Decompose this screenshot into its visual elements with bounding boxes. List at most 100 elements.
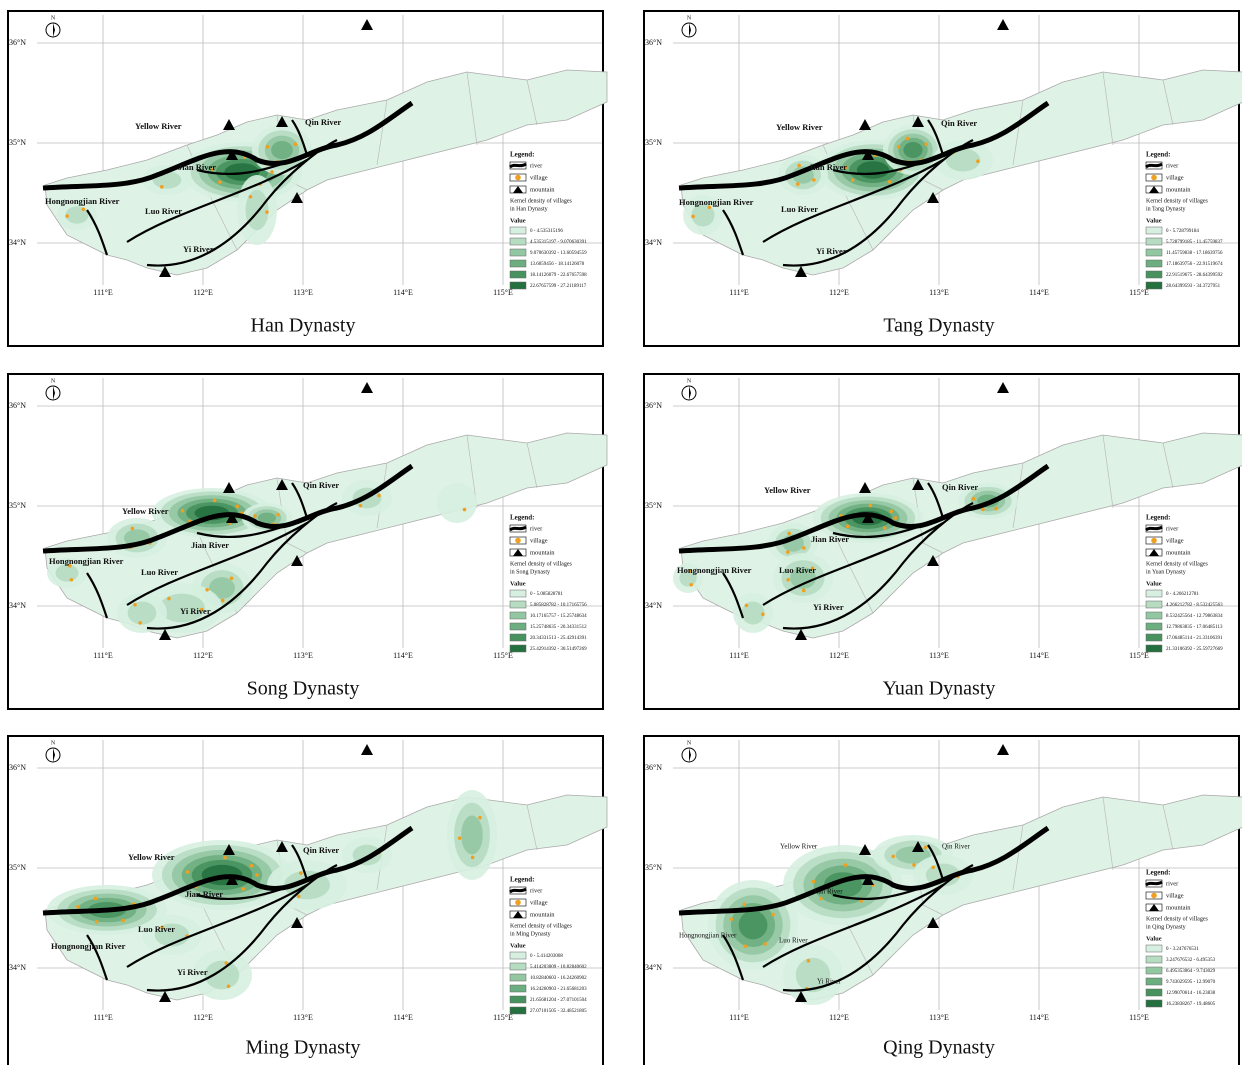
map-panel: N36°N35°N34°N111°E112°E113°E114°E115°EYe… <box>8 11 607 346</box>
river-label: Yellow River <box>780 843 818 851</box>
river-label: Luo River <box>779 565 816 575</box>
village <box>181 509 185 513</box>
legend-title: Legend: <box>510 514 535 522</box>
river-label: Qin River <box>942 482 978 492</box>
village <box>744 944 748 948</box>
legend-class-swatch <box>510 238 526 245</box>
village <box>227 984 231 988</box>
density-zone <box>903 142 922 158</box>
village <box>223 856 227 860</box>
village <box>250 864 254 868</box>
river-label: Jian River <box>185 889 223 899</box>
legend-class-label: 4.266212782 - 8.532425563 <box>1166 603 1223 608</box>
legend-class-swatch <box>1146 989 1162 996</box>
river-label: Yi River <box>813 602 844 612</box>
village <box>905 137 909 141</box>
river-label: Hongnongjian River <box>679 932 737 940</box>
lon-label: 111°E <box>93 1013 113 1022</box>
river-label: Yi River <box>183 244 214 254</box>
river-label: Yi River <box>817 978 842 986</box>
lat-label: 34°N <box>645 238 662 247</box>
village <box>94 897 98 901</box>
lat-label: 34°N <box>9 238 26 247</box>
village <box>729 917 733 921</box>
village <box>869 504 873 508</box>
village <box>218 180 222 184</box>
village <box>478 816 482 820</box>
legend-class-label: 17.06485114 - 21.33106391 <box>1166 636 1223 641</box>
river-label: Yi River <box>816 246 847 256</box>
legend-label: village <box>1166 174 1184 181</box>
legend-village <box>515 175 521 181</box>
legend-label: river <box>1166 880 1179 887</box>
legend-river <box>510 527 526 530</box>
legend-density-label: Kernel density of villages <box>510 197 572 204</box>
village <box>221 599 225 603</box>
legend-class-swatch <box>510 974 526 981</box>
legend-class-label: 0 - 4.535315196 <box>530 229 563 234</box>
page: N36°N35°N34°N111°E112°E113°E114°E115°EYe… <box>0 0 1242 1065</box>
legend-label: river <box>530 887 543 894</box>
legend-density-label: Kernel density of villages <box>1146 560 1208 567</box>
legend-label: mountain <box>1166 904 1191 911</box>
lon-label: 111°E <box>93 288 113 297</box>
panel-title: Tang Dynasty <box>883 315 994 337</box>
legend-class-label: 0 - 4.266212781 <box>1166 592 1199 597</box>
lat-label: 36°N <box>645 763 662 772</box>
lat-label: 34°N <box>645 601 662 610</box>
legend-class-swatch <box>510 985 526 992</box>
village <box>897 145 901 149</box>
village <box>796 182 800 186</box>
lon-label: 112°E <box>829 1013 849 1022</box>
river-label: Qin River <box>941 118 977 128</box>
legend-value-title: Value <box>1146 580 1162 587</box>
legend-class-label: 8.532425564 - 12.79863834 <box>1166 614 1223 619</box>
lon-label: 113°E <box>929 1013 949 1022</box>
density-zone <box>437 483 477 523</box>
village <box>138 621 142 625</box>
compass-label: N <box>51 740 56 746</box>
legend-label: mountain <box>530 549 555 556</box>
village <box>924 142 928 146</box>
legend-class-swatch <box>1146 271 1162 278</box>
river-label: Jian River <box>809 162 847 172</box>
legend-label: village <box>1166 537 1184 544</box>
lon-label: 113°E <box>293 1013 313 1022</box>
panel-title: Song Dynasty <box>247 678 360 700</box>
village <box>293 142 297 146</box>
legend-class-swatch <box>510 996 526 1003</box>
village <box>224 961 228 965</box>
legend-label: village <box>1166 892 1184 899</box>
lon-label: 112°E <box>193 1013 213 1022</box>
village <box>745 604 749 608</box>
legend-class-label: 12.79863835 - 17.06485113 <box>1166 625 1223 630</box>
village <box>994 507 998 511</box>
legend-class-label: 22.67657599 - 27.21189117 <box>530 284 587 289</box>
legend-class-swatch <box>1146 227 1162 234</box>
legend-class-label: 5.728799185 - 11.45759837 <box>1166 240 1223 245</box>
legend-class-swatch <box>1146 967 1162 974</box>
legend-class-swatch <box>510 282 526 289</box>
legend-village <box>1151 893 1157 899</box>
compass-label: N <box>687 378 692 384</box>
legend-village <box>515 900 521 906</box>
lat-label: 36°N <box>9 763 26 772</box>
river-label: Jian River <box>814 888 843 896</box>
legend-class-label: 13.6059456 - 18.14126078 <box>530 262 585 267</box>
figure: N36°N35°N34°N111°E112°E113°E114°E115°EYe… <box>0 0 1242 1065</box>
lon-label: 111°E <box>93 651 113 660</box>
village <box>771 913 775 917</box>
legend-class-swatch <box>1146 612 1162 619</box>
density-zone <box>857 161 889 179</box>
density-zone <box>739 911 768 940</box>
village <box>377 494 381 498</box>
legend-class-swatch <box>510 227 526 234</box>
village <box>270 170 274 174</box>
village <box>786 578 790 582</box>
village <box>812 178 816 182</box>
legend-village <box>1151 175 1157 181</box>
river-label: Hongnongjian River <box>49 556 124 566</box>
legend-label: village <box>530 537 548 544</box>
lat-label: 35°N <box>645 863 662 872</box>
village <box>95 920 99 924</box>
